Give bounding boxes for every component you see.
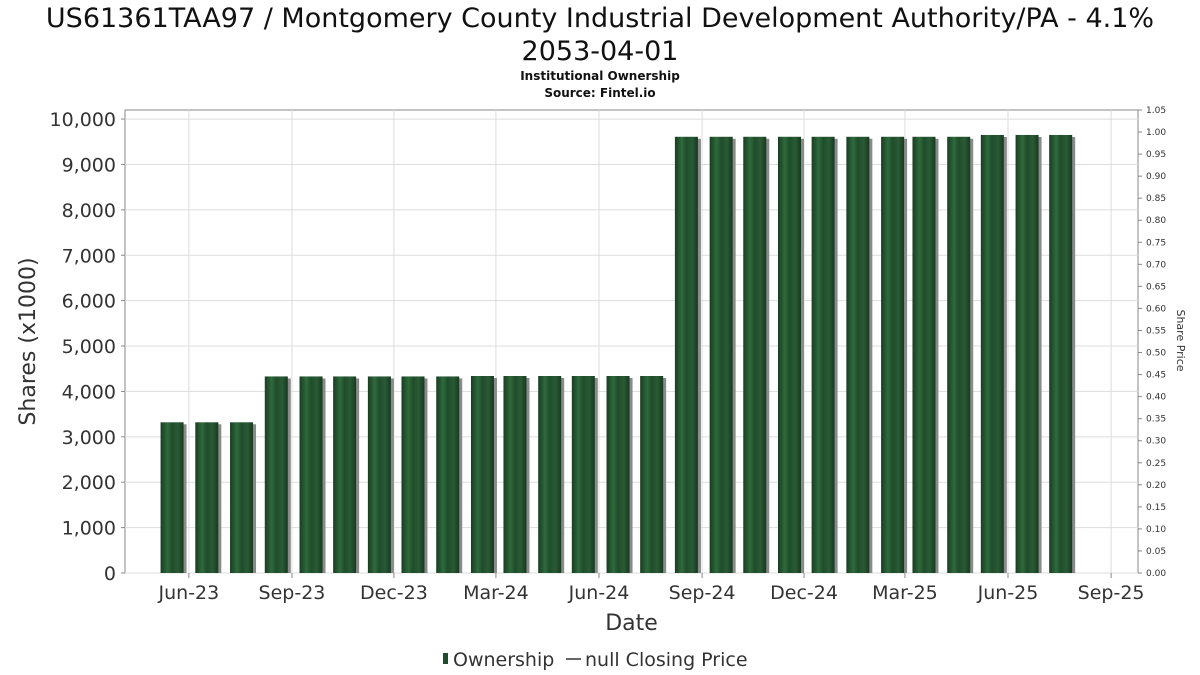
x-tick-label: Mar-24 [463,582,529,604]
y2-tick-label: 1.05 [1146,106,1166,116]
y2-tick-label: 0.45 [1146,371,1166,381]
ownership-bar [333,376,357,573]
y2-tick-label: 0.30 [1146,437,1166,447]
ownership-bar [709,136,733,573]
y2-tick-label: 0.70 [1146,260,1166,270]
ownership-bar [299,376,323,573]
y-tick-label: 3,000 [62,427,116,449]
ownership-bar [1049,134,1073,573]
x-tick-label: Dec-23 [360,582,428,604]
ownership-bar [401,376,425,573]
y2-axis-title: Share Price [1174,309,1187,371]
chart-title-line-2: 2053-04-01 [521,36,679,67]
ownership-bar [640,375,664,573]
y2-tick-label: 0.65 [1146,282,1166,292]
ownership-bar [367,376,391,573]
x-tick-label: Sep-25 [1078,582,1145,604]
y2-tick-label: 0.90 [1146,172,1166,182]
x-tick-label: Sep-23 [259,582,326,604]
x-tick-label: Jun-23 [158,582,220,604]
x-axis-title: Date [605,611,658,636]
y-tick-label: 8,000 [62,200,116,222]
x-tick-label: Jun-24 [568,582,630,604]
y2-tick-label: 0.35 [1146,415,1166,425]
chart-title-line-1: US61361TAA97 / Montgomery County Industr… [45,3,1155,34]
y-tick-label: 7,000 [62,245,116,267]
ownership-bar [846,136,870,573]
ownership-bar [503,375,527,573]
ownership-bar [538,375,562,573]
y2-tick-label: 0.10 [1146,525,1166,535]
ownership-bar [264,376,288,573]
ownership-bar [230,422,254,573]
chart-source: Source: Fintel.io [544,86,656,100]
y-axis-title: Shares (x1000) [16,257,41,425]
ownership-bar [571,375,595,573]
x-tick-label: Jun-25 [977,582,1039,604]
y2-tick-label: 0.55 [1146,326,1166,336]
ownership-bar [436,376,460,573]
x-tick-label: Sep-24 [669,582,736,604]
y-tick-label: 5,000 [62,336,116,358]
ownership-bar [881,136,905,573]
y2-tick-label: 0.60 [1146,304,1166,314]
ownership-bar [947,136,971,573]
y2-tick-label: 1.00 [1146,128,1166,138]
y2-tick-label: 0.15 [1146,503,1166,513]
ownership-bar [743,136,767,573]
legend-ownership-swatch [443,653,448,664]
y2-tick-label: 0.05 [1146,547,1166,557]
y-tick-label: 4,000 [62,381,116,403]
y2-tick-label: 0.75 [1146,238,1166,248]
y2-tick-label: 0.85 [1146,194,1166,204]
ownership-bar [470,375,494,573]
ownership-bar [606,375,630,573]
ownership-bar [912,136,936,573]
y2-tick-label: 0.80 [1146,216,1166,226]
y2-tick-label: 0.95 [1146,150,1166,160]
y-tick-label: 2,000 [62,472,116,494]
legend-ownership-label: Ownership [453,649,554,671]
x-tick-label: Dec-24 [770,582,838,604]
y-tick-label: 1,000 [62,518,116,540]
ownership-bar [1015,134,1039,573]
ownership-bar [778,136,802,573]
x-tick-label: Mar-25 [872,582,938,604]
y2-tick-label: 0.50 [1146,349,1166,359]
y-tick-label: 0 [104,563,116,585]
legend-price-label: null Closing Price [585,649,748,671]
y2-tick-label: 0.20 [1146,481,1166,491]
chart-subtitle: Institutional Ownership [520,69,680,83]
ownership-bar [674,136,698,573]
ownership-bar [980,134,1004,573]
ownership-bar [195,422,219,573]
y-tick-label: 9,000 [62,154,116,176]
y-tick-label: 10,000 [50,109,116,131]
y2-tick-label: 0.25 [1146,459,1166,469]
ownership-bar [160,422,184,573]
ownership-bar [811,136,835,573]
y-tick-label: 6,000 [62,291,116,313]
y2-tick-label: 0.40 [1146,393,1166,403]
chart-title: US61361TAA97 / Montgomery County Industr… [0,2,1200,68]
y2-tick-label: 0.00 [1146,569,1166,579]
